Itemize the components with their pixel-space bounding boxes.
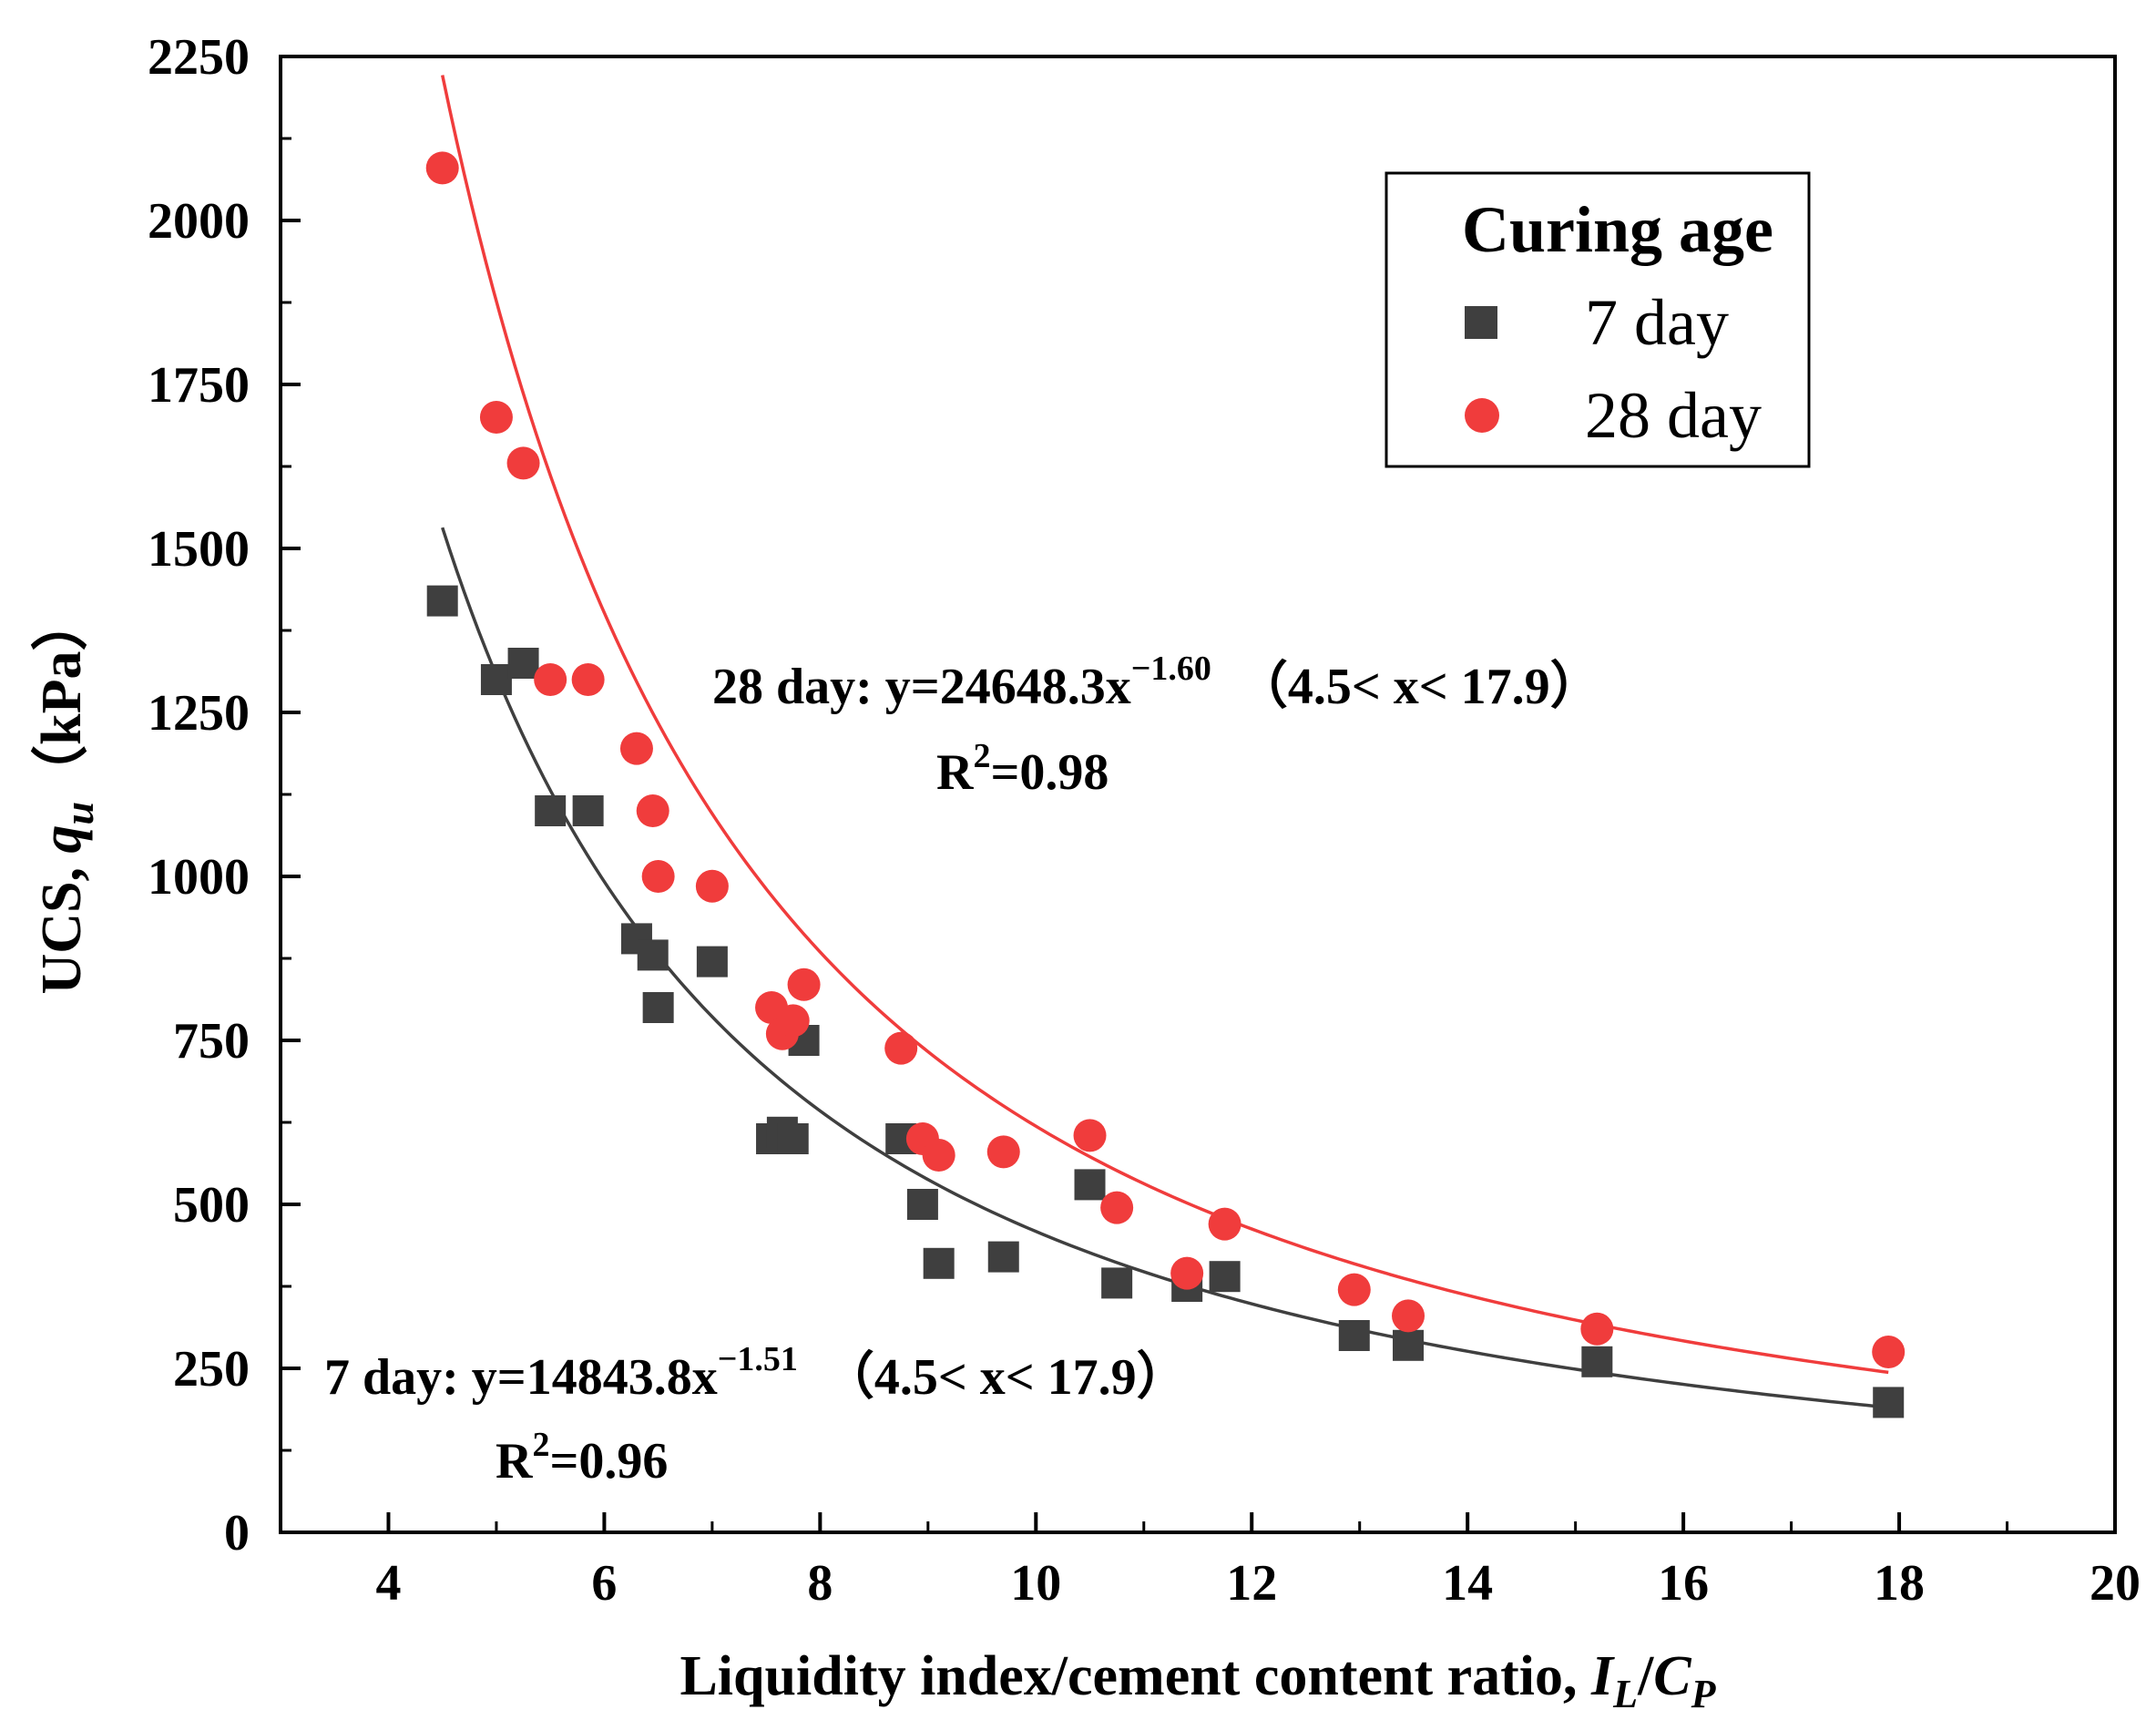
point-7day xyxy=(1393,1329,1425,1361)
point-28day xyxy=(1580,1312,1614,1346)
x-axis-title: Liquidity index/cement content ratio, IL… xyxy=(679,1645,1716,1716)
y-tick-label: 500 xyxy=(173,1177,250,1234)
point-28day xyxy=(922,1139,955,1172)
point-28day xyxy=(619,732,653,765)
y-tick-label: 1000 xyxy=(148,849,250,906)
x-tick-label: 8 xyxy=(807,1555,833,1612)
fit-28day-equation: 28 day: y=24648.3x−1.60 （4.5< x< 17.9） xyxy=(712,650,1601,715)
point-7day xyxy=(480,664,512,695)
legend-marker-7day xyxy=(1465,306,1497,339)
fit-7day-r2: R2=0.96 xyxy=(496,1426,668,1490)
point-7day xyxy=(1581,1346,1613,1377)
x-tick-label: 16 xyxy=(1658,1555,1709,1612)
point-7day xyxy=(777,1123,809,1154)
fit-7day-equation: 7 day: y=14843.8x−1.51 （4.5< x< 17.9） xyxy=(324,1340,1188,1406)
y-tick-label: 2250 xyxy=(148,29,250,86)
point-28day xyxy=(1100,1191,1134,1224)
y-tick-label: 1750 xyxy=(148,357,250,414)
y-tick-label: 1250 xyxy=(148,685,250,742)
point-7day xyxy=(1074,1169,1106,1201)
point-7day xyxy=(426,585,458,617)
x-tick-label: 10 xyxy=(1010,1555,1061,1612)
legend-label-7day: 7 day xyxy=(1585,286,1729,359)
point-28day xyxy=(787,968,821,1001)
point-28day xyxy=(1073,1119,1107,1152)
x-tick-label: 20 xyxy=(2090,1555,2141,1612)
point-28day xyxy=(884,1031,918,1065)
x-axis-ticks: 4 6 8 10 12 14 16 18 20 xyxy=(375,1512,2141,1612)
point-7day xyxy=(572,795,604,826)
x-tick-label: 14 xyxy=(1442,1555,1493,1612)
point-28day xyxy=(1170,1256,1204,1290)
y-axis-ticks: 0 250 500 750 1000 1250 1500 1750 2000 2250 xyxy=(148,29,301,1561)
point-28day xyxy=(1337,1273,1371,1306)
point-28day xyxy=(1392,1299,1425,1333)
y-tick-label: 0 xyxy=(224,1505,250,1561)
point-28day xyxy=(695,869,729,903)
y-tick-label: 2000 xyxy=(148,193,250,250)
fit-curve-28day xyxy=(440,75,1889,1375)
fit-28day-r2: R2=0.98 xyxy=(936,737,1109,801)
point-28day xyxy=(506,446,540,480)
point-28day xyxy=(641,860,675,893)
point-7day xyxy=(1873,1387,1905,1418)
point-28day xyxy=(479,401,513,434)
data-points xyxy=(425,151,1906,1418)
point-7day xyxy=(923,1247,955,1279)
legend-box xyxy=(1385,171,1811,468)
x-tick-label: 18 xyxy=(1874,1555,1925,1612)
point-28day xyxy=(1872,1336,1906,1368)
point-7day xyxy=(1338,1320,1370,1351)
point-7day xyxy=(642,992,674,1023)
y-axis-title: UCS, qu（kPa） xyxy=(29,595,102,995)
point-28day xyxy=(1208,1207,1241,1241)
x-tick-label: 6 xyxy=(591,1555,617,1612)
plot-frame xyxy=(279,55,2117,1534)
point-7day xyxy=(906,1189,938,1220)
point-28day xyxy=(571,663,605,696)
legend-title: Curing age xyxy=(1462,193,1773,266)
point-28day xyxy=(425,151,459,185)
legend: Curing age 7 day 28 day xyxy=(1385,171,1811,468)
fit-curves xyxy=(440,75,1889,1409)
x-tick-label: 12 xyxy=(1226,1555,1277,1612)
point-7day xyxy=(696,946,728,978)
fit-curve-7day xyxy=(441,527,1889,1409)
point-7day xyxy=(1101,1267,1133,1299)
point-7day xyxy=(987,1241,1019,1273)
point-28day xyxy=(986,1135,1020,1169)
legend-marker-28day xyxy=(1465,398,1499,433)
y-tick-label: 1500 xyxy=(148,521,250,578)
legend-label-28day: 28 day xyxy=(1585,379,1762,452)
point-7day xyxy=(535,795,567,826)
point-7day xyxy=(1209,1261,1241,1293)
point-28day xyxy=(534,663,567,696)
point-7day xyxy=(637,939,669,971)
x-tick-label: 4 xyxy=(375,1555,401,1612)
point-28day xyxy=(636,794,669,827)
point-28day xyxy=(776,1004,810,1038)
point-7day xyxy=(507,648,539,679)
y-tick-label: 250 xyxy=(173,1341,250,1398)
y-tick-label: 750 xyxy=(173,1013,250,1070)
